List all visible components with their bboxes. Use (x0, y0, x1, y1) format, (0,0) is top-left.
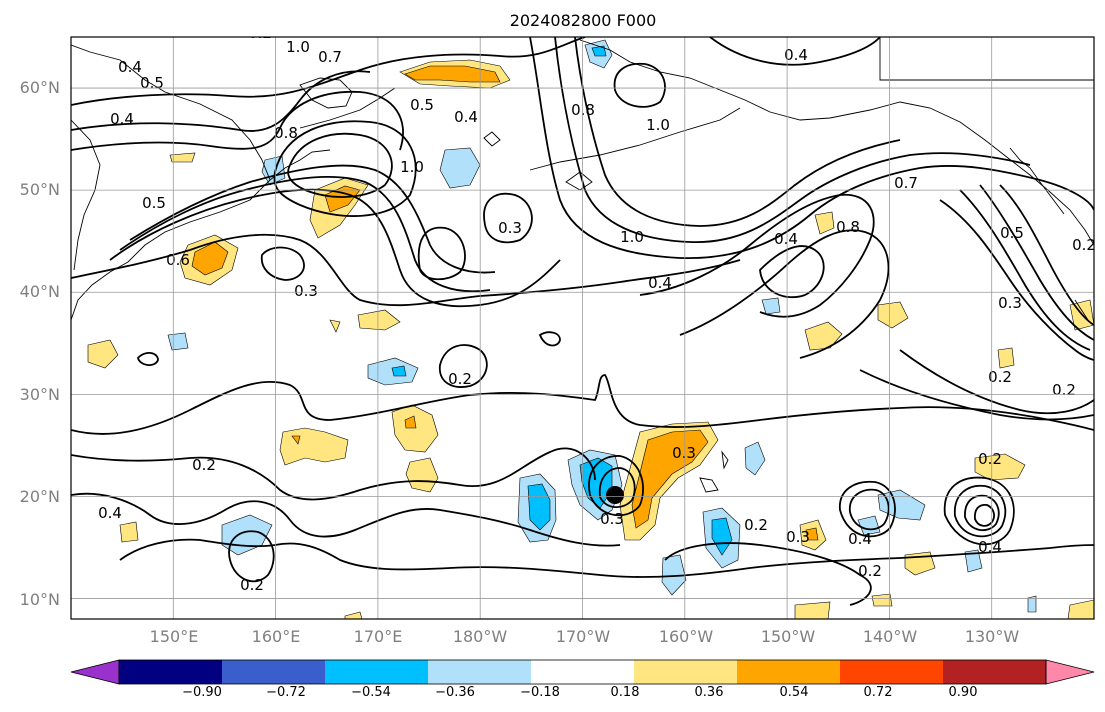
colorbar-tick-label: −0.72 (266, 685, 306, 700)
colorbar-labels: −0.90 −0.72 −0.54 −0.36 −0.18 0.18 0.36 … (182, 685, 977, 700)
contour-label: 0.4 (98, 504, 122, 522)
contour-label: 0.2 (248, 24, 272, 42)
gridlines (71, 37, 1094, 619)
lat-label: 20°N (20, 487, 60, 506)
contour-label: 0.3 (998, 294, 1022, 312)
contour-label: 0.3 (786, 528, 810, 546)
contour-label: 1.0 (286, 38, 310, 56)
colorbar-segment (531, 660, 635, 684)
colorbar-tick-label: 0.18 (611, 685, 640, 700)
colorbar-segment (634, 660, 738, 684)
contour-label: 0.7 (318, 48, 342, 66)
contour-label: 0.8 (836, 218, 860, 236)
lat-label: 10°N (20, 590, 60, 609)
contour-label: 0.4 (784, 46, 808, 64)
contour-label: 0.3 (600, 510, 624, 528)
contour-label: 0.2 (744, 516, 768, 534)
contour-label: 0.2 (988, 368, 1012, 386)
map-title: 2024082800 F000 (510, 11, 657, 30)
lon-label: 150°W (761, 627, 816, 646)
colorbar-segment (943, 660, 1047, 684)
contour-label: 0.2 (448, 370, 472, 388)
lat-label: 60°N (20, 78, 60, 97)
colorbar-frame (118, 659, 1047, 685)
contour-label: 0.2 (858, 562, 882, 580)
lon-label: 160°E (252, 627, 301, 646)
lat-axis: 10°N 20°N 30°N 40°N 50°N 60°N (20, 78, 60, 609)
contour-label: 0.8 (274, 124, 298, 142)
colorbar-tick-label: 0.90 (949, 685, 978, 700)
lon-label: 130°W (965, 627, 1020, 646)
colorbar-segment (325, 660, 429, 684)
contour-label: 0.2 (192, 456, 216, 474)
contour-label: 0.5 (1000, 224, 1024, 242)
lon-label: 180°W (453, 627, 508, 646)
contour-label: 1.0 (620, 228, 644, 246)
lat-label: 40°N (20, 282, 60, 301)
contour-label: 0.2 (240, 576, 264, 594)
contour-labels: 1.0 0.4 0.5 0.4 0.2 0.5 0.8 0.4 0.7 1.0 … (98, 24, 1096, 594)
contour-label: 0.7 (894, 174, 918, 192)
colorbar-tick-label: −0.18 (520, 685, 560, 700)
contour-label: 0.3 (294, 282, 318, 300)
lon-label: 140°W (863, 627, 918, 646)
contour-label: 0.4 (774, 230, 798, 248)
map-frame (70, 36, 1095, 620)
colorbar-segment (119, 660, 223, 684)
contour-label: 1.0 (646, 116, 670, 134)
contour-label: 0.6 (166, 251, 190, 269)
map-panel: 1.0 0.4 0.5 0.4 0.2 0.5 0.8 0.4 0.7 1.0 … (71, 24, 1096, 619)
colorbar-segment (428, 660, 532, 684)
contour-label: 0.4 (648, 274, 672, 292)
contour-label: 0.4 (118, 58, 142, 76)
lon-label: 150°E (150, 627, 199, 646)
colorbar-tick-label: −0.54 (351, 685, 391, 700)
contour-label: 0.2 (978, 450, 1002, 468)
contour-label: 0.3 (672, 444, 696, 462)
contour-layer (71, 37, 1094, 606)
contour-label: 1.0 (400, 158, 424, 176)
contour-label: 0.4 (110, 110, 134, 128)
contour-label: 0.4 (848, 530, 872, 548)
contour-label: 0.4 (454, 108, 478, 126)
contour-label: 0.5 (410, 96, 434, 114)
colorbar-extend-high (1045, 659, 1095, 685)
contour-label: 0.8 (571, 101, 595, 119)
contour-label: 0.5 (140, 74, 164, 92)
contour-label: 0.3 (498, 219, 522, 237)
contour-label: 0.5 (142, 194, 166, 212)
lon-label: 170°E (354, 627, 403, 646)
colorbar-tick-label: −0.36 (435, 685, 475, 700)
colorbar-tick-label: −0.90 (182, 685, 222, 700)
colorbar-tick-label: 0.72 (864, 685, 893, 700)
lon-axis: 150°E 160°E 170°E 180°W 170°W 160°W 150°… (150, 627, 1020, 646)
lat-label: 50°N (20, 180, 60, 199)
colorbar (70, 659, 1095, 685)
contour-label: 0.4 (978, 538, 1002, 556)
colorbar-segment (222, 660, 326, 684)
lon-label: 170°W (556, 627, 611, 646)
storm-center-marker (606, 486, 624, 504)
colorbar-segment (840, 660, 944, 684)
colorbar-segment (737, 660, 841, 684)
colorbar-tick-label: 0.54 (780, 685, 809, 700)
shading-layer (87, 39, 1094, 619)
lon-label: 160°W (659, 627, 714, 646)
colorbar-tick-label: 0.36 (695, 685, 724, 700)
lat-label: 30°N (20, 385, 60, 404)
contour-label: 0.2 (1052, 381, 1076, 399)
colorbar-extend-low (70, 659, 120, 685)
contour-label: 0.2 (1072, 236, 1096, 254)
